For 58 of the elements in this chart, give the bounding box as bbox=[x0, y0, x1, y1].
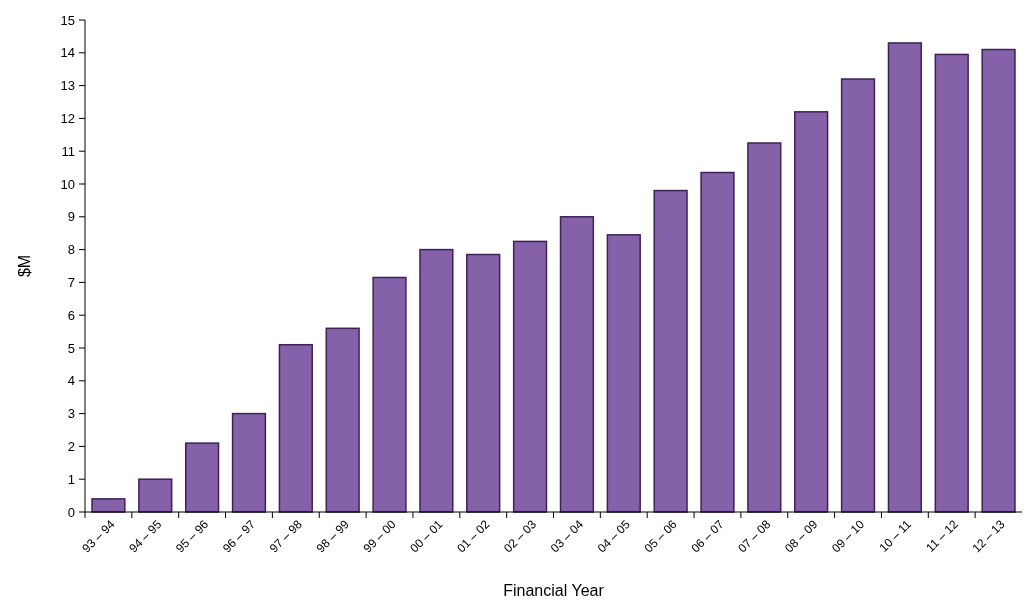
y-tick-label: 12 bbox=[60, 110, 75, 126]
bar bbox=[559, 216, 595, 513]
y-tick-label: 15 bbox=[60, 12, 75, 28]
y-tick-label: 6 bbox=[67, 307, 75, 323]
bar bbox=[981, 48, 1016, 513]
x-tick-label: 12 – 13 bbox=[969, 516, 1008, 556]
bar bbox=[466, 253, 501, 513]
x-tick-label: 00 – 01 bbox=[407, 516, 446, 556]
x-tick-label: 05 – 06 bbox=[641, 516, 680, 556]
y-tick-label: 3 bbox=[67, 406, 75, 422]
bar bbox=[138, 478, 173, 513]
bar bbox=[934, 53, 969, 513]
x-tick-label: 10 – 11 bbox=[876, 516, 915, 555]
x-tick-label: 99 – 00 bbox=[360, 516, 399, 556]
x-tick-label: 95 – 96 bbox=[173, 516, 212, 556]
bar bbox=[606, 234, 641, 513]
x-tick-label: 04 – 05 bbox=[594, 516, 634, 556]
y-tick-label: 13 bbox=[60, 78, 75, 94]
y-tick-label: 5 bbox=[67, 340, 75, 356]
x-tick-label: 98 – 99 bbox=[313, 516, 352, 556]
x-tick-label: 11 – 12 bbox=[923, 516, 962, 555]
x-tick-label: 94 – 95 bbox=[126, 516, 165, 556]
bar bbox=[887, 42, 923, 513]
y-tick-label: 0 bbox=[67, 504, 75, 520]
bar bbox=[700, 171, 735, 513]
y-tick-label: 4 bbox=[67, 373, 75, 389]
bar bbox=[653, 189, 688, 513]
bar bbox=[372, 276, 407, 513]
y-tick-label: 2 bbox=[67, 438, 75, 454]
bar bbox=[278, 343, 313, 513]
x-tick-label: 06 – 07 bbox=[688, 516, 727, 556]
bar bbox=[325, 327, 360, 513]
x-tick-label: 07 – 08 bbox=[735, 516, 774, 556]
x-tick-label: 97 – 98 bbox=[266, 516, 306, 556]
y-tick-label: 11 bbox=[61, 143, 75, 159]
bar bbox=[512, 240, 548, 513]
y-axis-title: $M bbox=[16, 254, 33, 278]
bar bbox=[419, 248, 454, 513]
x-tick-label: 02 – 03 bbox=[500, 516, 540, 556]
x-tick-label: 03 – 04 bbox=[547, 516, 587, 556]
y-tick-label: 8 bbox=[67, 242, 75, 258]
bar bbox=[231, 412, 267, 513]
x-tick-label: 01 – 02 bbox=[454, 516, 493, 556]
bar bbox=[840, 78, 876, 513]
y-tick-label: 14 bbox=[60, 45, 75, 61]
x-tick-label: 08 – 09 bbox=[782, 516, 821, 556]
x-tick-label: 93 – 94 bbox=[79, 516, 118, 556]
x-tick-label: 09 – 10 bbox=[828, 516, 868, 556]
bar bbox=[91, 498, 126, 513]
y-tick-label: 10 bbox=[60, 176, 75, 192]
y-tick-label: 1 bbox=[67, 471, 75, 487]
x-tick-label: 96 – 97 bbox=[219, 516, 259, 556]
bar bbox=[794, 111, 829, 513]
y-tick-label: 7 bbox=[67, 274, 75, 290]
bar bbox=[184, 442, 220, 513]
bar bbox=[747, 142, 782, 513]
x-axis-title: Financial Year bbox=[503, 582, 605, 599]
y-tick-label: 9 bbox=[67, 209, 75, 225]
